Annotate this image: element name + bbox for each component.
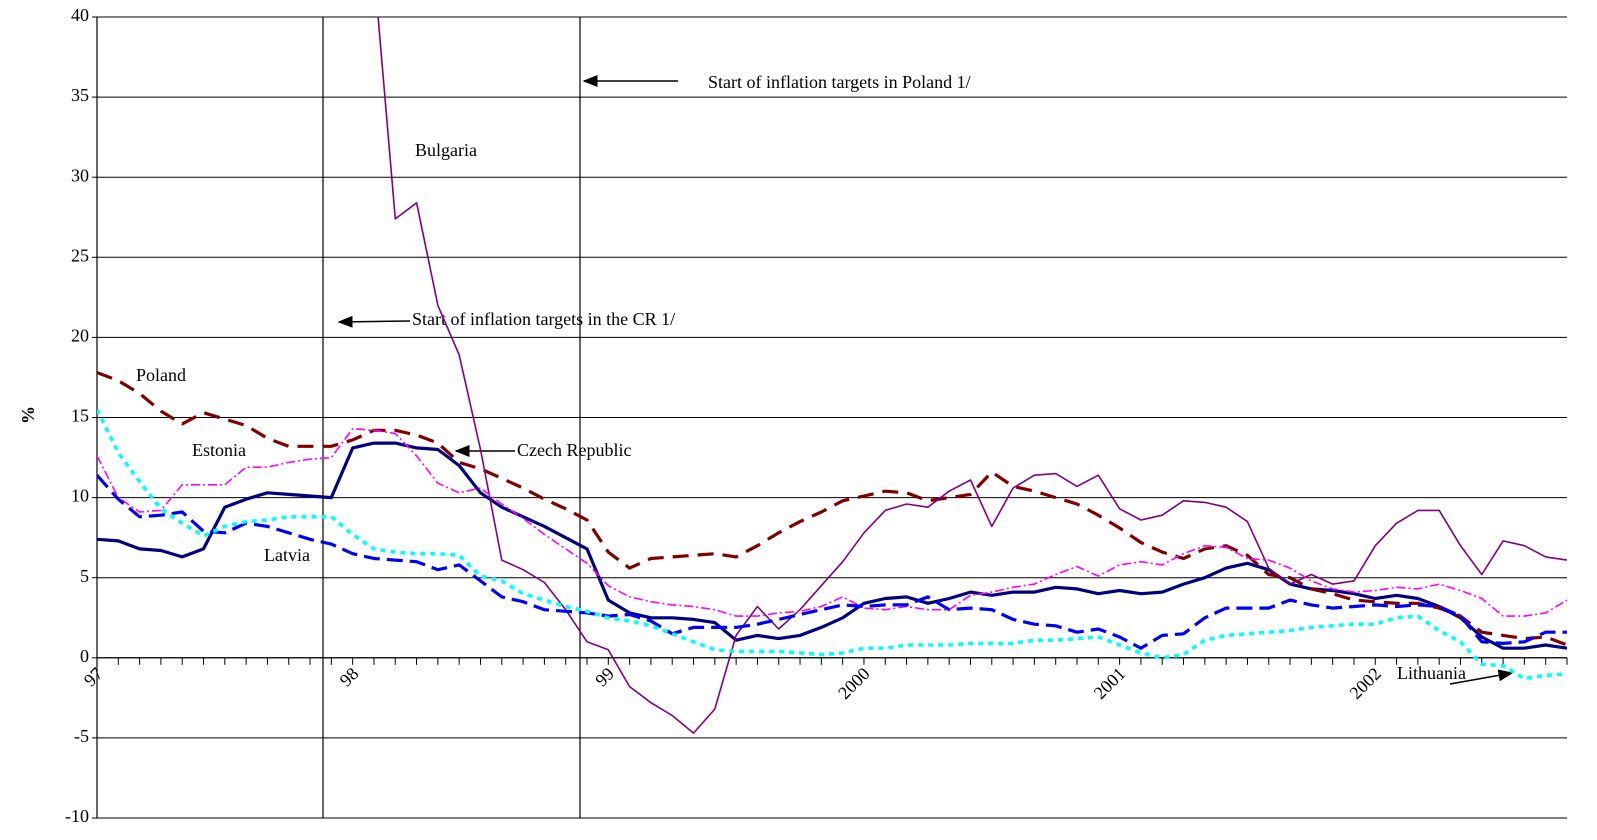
y-tick-label: -5: [74, 726, 89, 746]
y-tick-label: 5: [80, 566, 89, 586]
annotation: Start of inflation targets in Poland 1/: [708, 72, 971, 92]
x-tick-label: 97: [80, 663, 107, 690]
y-tick-label: 20: [71, 326, 89, 346]
x-tick-label: 2000: [834, 663, 874, 703]
annotation: Start of inflation targets in the CR 1/: [412, 309, 675, 329]
y-axis-label: %: [18, 406, 38, 424]
series-label: Poland: [136, 365, 186, 385]
arrow: [1449, 669, 1514, 685]
x-tick-label: 99: [591, 663, 618, 690]
arrow: [337, 315, 411, 328]
x-tick-label: 98: [336, 663, 363, 690]
series-line: [377, 17, 1567, 734]
series-label: Lithuania: [1397, 663, 1466, 683]
y-tick-label: 30: [71, 165, 89, 185]
y-tick-label: 10: [71, 486, 89, 506]
series-line: [97, 408, 1567, 681]
series-label: Bulgaria: [415, 140, 477, 160]
series-label: Czech Republic: [517, 440, 631, 460]
y-tick-label: 35: [71, 85, 89, 105]
y-tick-label: 40: [71, 5, 89, 25]
x-tick-label: 2002: [1345, 663, 1385, 703]
y-tick-label: 25: [71, 245, 89, 265]
y-tick-label: -10: [65, 806, 89, 826]
y-tick-label: 15: [71, 406, 89, 426]
series-line: [97, 441, 1567, 650]
series-label: Latvia: [264, 545, 310, 565]
series-line: [97, 371, 1567, 647]
y-tick-label: 0: [80, 646, 89, 666]
series-line: [97, 427, 1567, 617]
series-line: [97, 474, 1567, 650]
x-tick-label: 2001: [1090, 663, 1130, 703]
plot-area: [97, 17, 1567, 734]
series-label: Estonia: [192, 440, 246, 460]
